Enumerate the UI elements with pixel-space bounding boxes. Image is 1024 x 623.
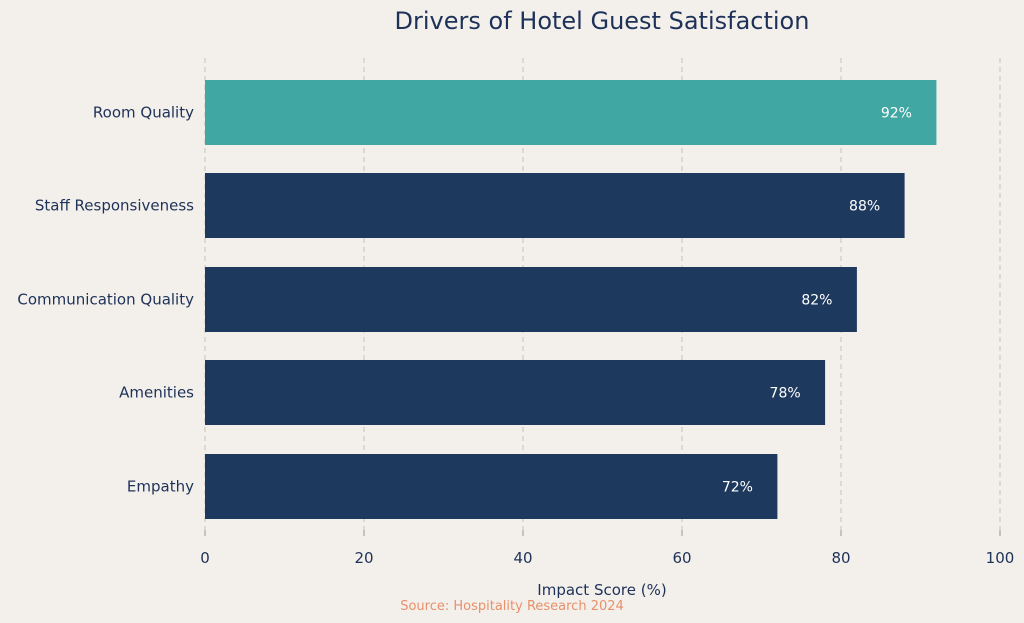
- bar-room-quality: [205, 80, 937, 145]
- x-axis-label: Impact Score (%): [537, 581, 666, 599]
- x-tick-label: 20: [354, 549, 373, 567]
- bar-staff-responsiveness: [205, 173, 905, 238]
- data-label: 92%: [881, 106, 912, 122]
- category-label: Empathy: [127, 478, 194, 496]
- category-label: Room Quality: [93, 104, 194, 122]
- x-tick-label: 60: [672, 549, 691, 567]
- source-note: Source: Hospitality Research 2024: [400, 599, 624, 614]
- category-label: Staff Responsiveness: [35, 197, 194, 215]
- data-label: 88%: [849, 199, 880, 215]
- category-label: Communication Quality: [17, 291, 194, 309]
- bar-empathy: [205, 454, 778, 519]
- chart-title: Drivers of Hotel Guest Satisfaction: [395, 7, 810, 35]
- data-label: 78%: [770, 386, 801, 402]
- x-tick-label: 40: [513, 549, 532, 567]
- x-tick-label: 0: [200, 549, 210, 567]
- data-label: 72%: [722, 480, 753, 496]
- data-label: 82%: [801, 293, 832, 309]
- x-tick-label: 80: [831, 549, 850, 567]
- x-tick-label: 100: [986, 549, 1015, 567]
- bar-amenities: [205, 360, 826, 425]
- category-label: Amenities: [119, 384, 194, 402]
- bar-communication-quality: [205, 267, 857, 332]
